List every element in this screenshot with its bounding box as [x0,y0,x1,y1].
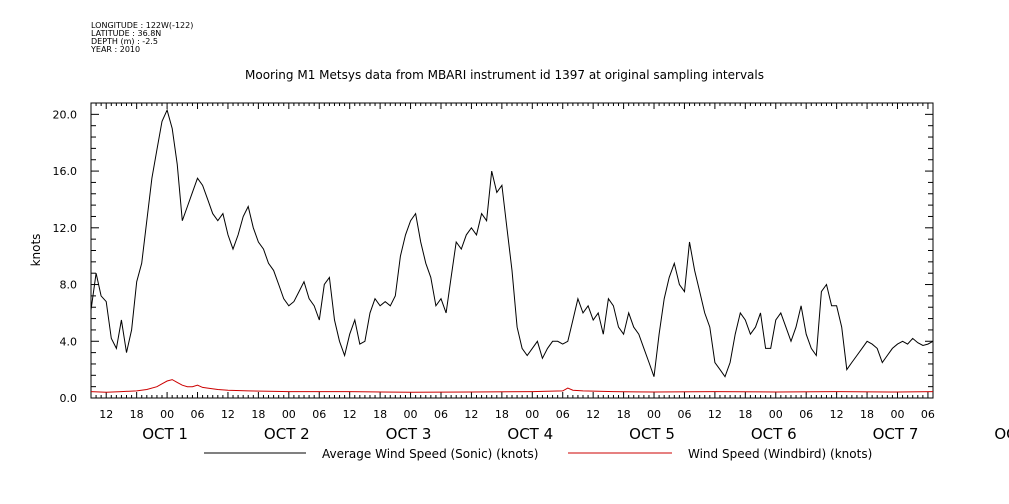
x-tick-label: 12 [708,408,722,421]
header-year: YEAR : 2010 [91,45,141,54]
day-labels: OCT 1 OCT 2 OCT 3 OCT 4 OCT 5 OCT 6 OCT 7 OCT 8 [142,425,1009,443]
header-depth: DEPTH (m) : -2.5 [91,37,158,46]
x-tick-label: 06 [799,408,813,421]
x-tick-label: 18 [130,408,144,421]
series-lines [90,108,934,393]
x-tick-label: 00 [647,408,661,421]
x-tick-label: 06 [312,408,326,421]
legend-entry: Average Wind Speed (Sonic) (knots) [322,447,538,461]
x-tick-label: 06 [677,408,691,421]
day-label: OCT 2 [264,425,310,443]
y-axis-label: knots [29,234,43,267]
legend-entry: Wind Speed (Windbird) (knots) [688,447,872,461]
x-tick-label: 18 [495,408,509,421]
x-tick-label: 12 [99,408,113,421]
legend: Average Wind Speed (Sonic) (knots) Wind S… [204,447,872,461]
x-tick-label: 12 [830,408,844,421]
x-tick-label: 00 [890,408,904,421]
header-latitude: LATITUDE : 36.8N [91,29,162,38]
day-label: OCT 3 [386,425,432,443]
day-label: OCT 6 [751,425,797,443]
x-tick-label: 00 [282,408,296,421]
series-line-1 [90,108,934,378]
day-label: OCT 7 [873,425,919,443]
x-tick-label: 12 [464,408,478,421]
day-label: OCT 4 [507,425,553,443]
x-tick-label: 00 [769,408,783,421]
x-tick-label: 12 [586,408,600,421]
x-tick-label: 18 [373,408,387,421]
day-label: OCT 8 [994,425,1009,443]
y-tick-labels: 0.0 4.0 8.0 12.0 16.0 20.0 [53,108,78,405]
axis-ticks [90,102,934,399]
y-tick-label: 16.0 [53,165,78,178]
x-tick-label: 18 [860,408,874,421]
y-tick-label: 4.0 [60,335,78,348]
x-tick-label: 06 [434,408,448,421]
x-tick-labels: 12 18 00 06 12 18 00 06 12 18 00 06 12 18 00 06 12 18 00 06… [99,408,935,421]
y-tick-label: 8.0 [60,279,78,292]
y-tick-label: 0.0 [60,392,78,405]
x-tick-label: 06 [921,408,935,421]
y-tick-label: 20.0 [53,108,78,121]
x-tick-label: 18 [617,408,631,421]
plot-frame [90,102,934,399]
header-longitude: LONGITUDE : 122W(-122) [91,21,194,30]
x-tick-label: 18 [251,408,265,421]
day-label: OCT 1 [142,425,188,443]
x-tick-label: 06 [556,408,570,421]
day-label: OCT 5 [629,425,675,443]
series-line-2 [90,379,934,393]
x-tick-label: 00 [404,408,418,421]
x-tick-label: 00 [525,408,539,421]
x-tick-label: 12 [343,408,357,421]
x-tick-label: 06 [191,408,205,421]
x-tick-label: 12 [221,408,235,421]
x-tick-label: 18 [738,408,752,421]
y-tick-label: 12.0 [53,222,78,235]
chart-title: Mooring M1 Metsys data from MBARI instru… [245,68,764,82]
x-tick-label: 00 [160,408,174,421]
